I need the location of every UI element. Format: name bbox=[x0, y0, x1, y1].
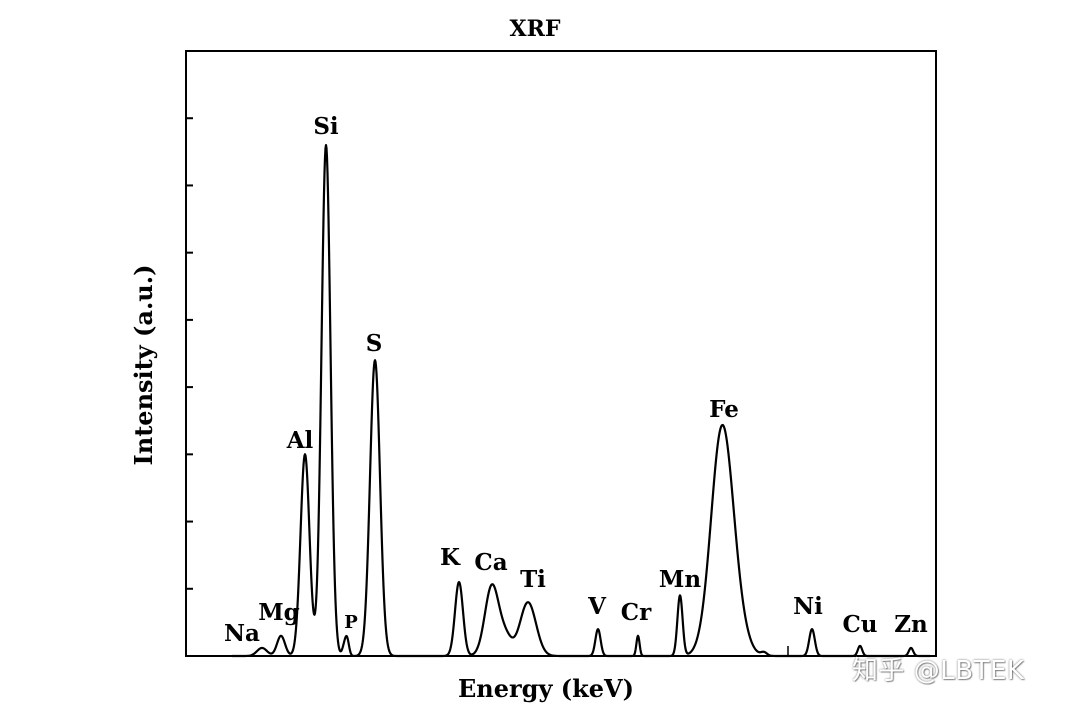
y-axis-label: Intensity (a.u.) bbox=[129, 265, 158, 466]
peak-label-k: K bbox=[440, 544, 461, 571]
peak-label-v: V bbox=[587, 593, 607, 620]
x-axis-label: Energy (keV) bbox=[458, 674, 634, 703]
peak-label-na: Na bbox=[224, 620, 260, 647]
peak-label-mn: Mn bbox=[659, 566, 701, 593]
peak-label-cr: Cr bbox=[621, 599, 652, 626]
peak-label-s: S bbox=[366, 330, 383, 357]
peak-label-fe: Fe bbox=[709, 396, 739, 423]
peak-label-al: Al bbox=[286, 427, 314, 454]
peak-label-cu: Cu bbox=[842, 611, 877, 638]
peak-label-p: P bbox=[344, 612, 358, 633]
peak-label-ca: Ca bbox=[474, 549, 507, 576]
y-axis-ticks bbox=[186, 117, 789, 656]
spectrum-line bbox=[231, 144, 931, 658]
peak-label-ti: Ti bbox=[520, 566, 546, 593]
peak-label-ni: Ni bbox=[793, 593, 823, 620]
watermark-text: 知乎 @LBTEK bbox=[852, 656, 1025, 686]
peak-label-zn: Zn bbox=[894, 611, 928, 638]
peak-label-si: Si bbox=[313, 113, 339, 140]
peak-label-mg: Mg bbox=[258, 599, 300, 626]
chart-title: XRF bbox=[510, 16, 561, 42]
